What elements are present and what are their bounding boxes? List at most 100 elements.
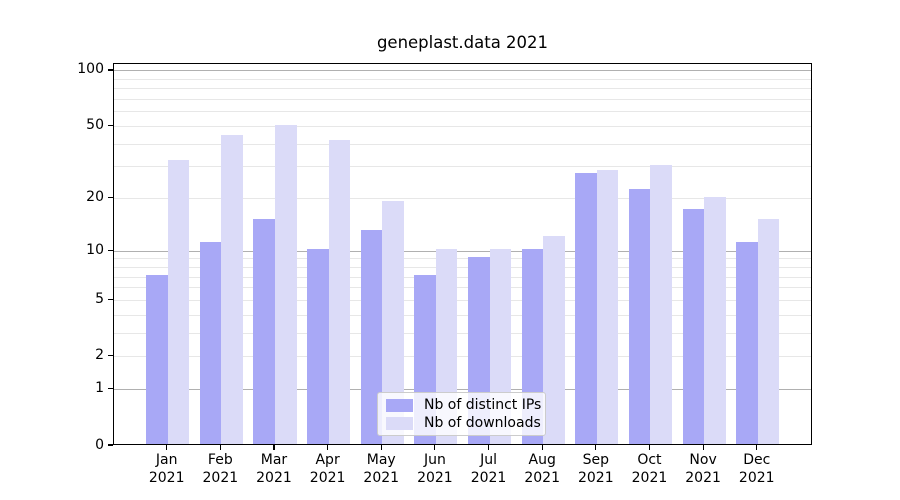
gridline-minor-20 — [114, 198, 811, 200]
y-tick-2 — [108, 355, 113, 357]
x-tick-year: 2021 — [524, 469, 560, 486]
y-tick-0 — [108, 444, 113, 446]
x-tick-month: Apr — [315, 452, 340, 468]
y-tick-label-100: 100 — [77, 61, 104, 78]
x-tick-year: 2021 — [202, 469, 239, 486]
gridline-minor-7 — [114, 276, 811, 278]
legend: Nb of distinct IPs Nb of downloads — [377, 392, 546, 436]
gridline-major-1 — [114, 389, 811, 391]
bar-downloads-nov — [704, 196, 726, 444]
legend-item-downloads: Nb of downloads — [386, 415, 541, 431]
bar-distinct-ips-mar — [253, 218, 275, 444]
bar-distinct-ips-oct — [628, 189, 651, 444]
x-tick-year: 2021 — [738, 469, 775, 486]
legend-swatch-distinct-ips — [386, 398, 413, 412]
x-tick-month: Jan — [155, 452, 178, 468]
x-tick-label-oct: Oct 2021 — [621, 452, 677, 487]
x-tick-label-jul: Jul 2021 — [461, 452, 517, 487]
legend-swatch-downloads — [386, 416, 413, 430]
x-tick-year: 2021 — [148, 469, 185, 486]
x-tick-month: Jul — [480, 452, 497, 468]
x-tick-year: 2021 — [631, 469, 668, 486]
x-tick-label-nov: Nov 2021 — [675, 452, 731, 487]
x-tick-oct — [648, 445, 651, 450]
x-tick-label-jan: Jan 2021 — [139, 452, 195, 487]
x-tick-month: Jun — [423, 452, 446, 468]
y-tick-20 — [108, 197, 113, 199]
x-tick-label-may: May 2021 — [353, 452, 409, 487]
y-tick-1 — [108, 388, 113, 390]
x-tick-label-apr: Apr 2021 — [300, 452, 356, 487]
bar-downloads-feb — [221, 134, 243, 444]
x-tick-feb — [219, 445, 221, 450]
legend-item-distinct-ips: Nb of distinct IPs — [386, 397, 541, 413]
x-tick-may — [380, 445, 382, 450]
gridline-minor-50 — [114, 126, 811, 127]
gridline-minor-40 — [114, 143, 811, 145]
bar-downloads-mar — [274, 124, 297, 444]
bar-distinct-ips-jan — [146, 275, 168, 444]
x-tick-year: 2021 — [577, 469, 614, 486]
bar-downloads-oct — [650, 164, 673, 444]
x-tick-month: Oct — [637, 452, 662, 468]
plot-area — [113, 63, 812, 445]
bar-distinct-ips-sep — [575, 173, 597, 444]
x-tick-label-jun: Jun 2021 — [407, 452, 463, 487]
x-tick-year: 2021 — [470, 469, 507, 486]
bar-downloads-jan — [167, 159, 190, 444]
x-tick-month: Feb — [207, 452, 233, 468]
y-tick-label-2: 2 — [95, 347, 104, 364]
x-tick-label-feb: Feb 2021 — [192, 452, 248, 487]
gridline-minor-2 — [114, 356, 811, 358]
x-tick-jun — [434, 445, 436, 450]
bar-downloads-aug — [543, 235, 565, 444]
y-tick-label-1: 1 — [95, 380, 104, 397]
x-tick-jan — [166, 445, 168, 450]
gridline-minor-80 — [114, 88, 811, 90]
x-tick-year: 2021 — [685, 469, 721, 486]
y-tick-5 — [108, 298, 113, 300]
bar-downloads-may — [382, 200, 404, 444]
gridline-minor-4 — [114, 314, 811, 316]
gridline-minor-5 — [114, 299, 811, 301]
y-tick-50 — [108, 124, 113, 127]
y-tick-label-5: 5 — [95, 290, 104, 307]
gridline-minor-60 — [114, 111, 811, 113]
bar-distinct-ips-nov — [682, 209, 705, 444]
bar-distinct-ips-feb — [199, 242, 222, 444]
gridline-minor-30 — [114, 166, 811, 168]
x-tick-label-aug: Aug 2021 — [514, 452, 570, 487]
chart-title: geneplast.data 2021 — [376, 33, 549, 52]
y-tick-label-50: 50 — [86, 117, 104, 133]
gridline-minor-3 — [114, 332, 811, 334]
y-tick-100 — [108, 69, 113, 71]
x-tick-label-dec: Dec 2021 — [729, 452, 785, 487]
x-tick-dec — [756, 445, 758, 450]
bar-distinct-ips-dec — [736, 242, 758, 444]
legend-label-distinct-ips: Nb of distinct IPs — [424, 397, 542, 413]
gridline-minor-9 — [114, 258, 811, 260]
x-tick-label-sep: Sep 2021 — [568, 452, 624, 487]
y-tick-label-10: 10 — [86, 241, 104, 258]
x-tick-year: 2021 — [363, 469, 400, 486]
x-tick-jul — [487, 445, 490, 450]
x-tick-year: 2021 — [417, 469, 453, 486]
bar-distinct-ips-may — [360, 229, 383, 444]
x-tick-year: 2021 — [256, 469, 292, 486]
gridline-major-100 — [114, 70, 811, 72]
x-tick-aug — [541, 445, 543, 450]
x-tick-nov — [702, 445, 704, 450]
y-tick-label-20: 20 — [86, 189, 104, 206]
legend-label-downloads: Nb of downloads — [424, 415, 541, 431]
bar-downloads-dec — [757, 218, 780, 444]
x-tick-month: Mar — [260, 452, 288, 468]
x-tick-label-mar: Mar 2021 — [246, 452, 302, 487]
bar-distinct-ips-apr — [307, 249, 329, 444]
gridline-minor-70 — [114, 99, 811, 101]
y-tick-label-0: 0 — [95, 436, 104, 453]
gridline-major-10 — [114, 250, 811, 252]
x-tick-mar — [273, 445, 275, 450]
x-tick-apr — [327, 445, 329, 450]
y-tick-10 — [108, 249, 113, 251]
